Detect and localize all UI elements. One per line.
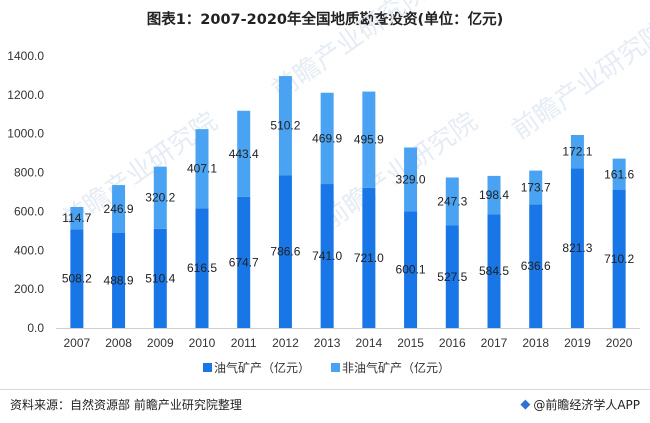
legend-swatch <box>203 363 212 372</box>
bar-segment-oil-gas <box>278 175 292 328</box>
x-tick-label: 2019 <box>564 336 591 350</box>
data-label: 488.9 <box>104 274 134 288</box>
legend-label: 油气矿产（亿元） <box>214 360 310 375</box>
x-tick-label: 2020 <box>606 336 633 350</box>
bar-segment-oil-gas <box>320 184 334 328</box>
bar-segment-oil-gas <box>237 196 251 328</box>
legend: 油气矿产（亿元） 非油气矿产（亿元） <box>203 360 450 375</box>
brand-credit: ◆ @前瞻经济学人APP <box>520 396 640 413</box>
x-tick-label: 2016 <box>439 336 466 350</box>
x-tick-label: 2012 <box>272 336 299 350</box>
x-tick-label: 2008 <box>105 336 132 350</box>
brand-logo-icon: ◆ <box>520 396 531 412</box>
y-tick-label: 1400.0 <box>7 49 44 63</box>
axes: 0.0 200.0 400.0 600.0 800.0 1000.0 1200.0 1400.… <box>7 49 640 350</box>
data-label: 443.4 <box>229 147 259 161</box>
bar-segment-non-oil-gas <box>529 170 543 205</box>
data-label: 674.7 <box>229 255 259 269</box>
brand-text: @前瞻经济学人APP <box>533 398 640 412</box>
data-label: 407.1 <box>187 162 217 176</box>
data-label: 495.9 <box>354 133 384 147</box>
x-tick-label: 2011 <box>231 336 257 350</box>
data-label: 584.5 <box>479 264 509 278</box>
data-label: 721.0 <box>354 251 384 265</box>
bar-segment-oil-gas <box>362 187 376 328</box>
data-label: 636.6 <box>521 259 551 273</box>
bar-segment-oil-gas <box>112 233 126 328</box>
x-tick-label: 2013 <box>314 336 341 350</box>
x-tick-label: 2015 <box>397 336 424 350</box>
data-label: 508.2 <box>62 272 92 286</box>
bar-segment-non-oil-gas <box>445 177 459 226</box>
bar-segment-non-oil-gas <box>153 166 167 229</box>
data-label: 821.3 <box>562 241 592 255</box>
data-label: 616.5 <box>187 261 217 275</box>
data-label: 329.0 <box>396 172 426 186</box>
data-label: 510.2 <box>270 119 300 133</box>
data-label: 710.2 <box>604 252 634 266</box>
y-tick-label: 400.0 <box>14 243 44 257</box>
x-tick-label: 2017 <box>481 336 508 350</box>
bar-segment-oil-gas <box>195 208 209 328</box>
x-tick-label: 2010 <box>189 336 216 350</box>
y-tick-label: 800.0 <box>14 166 44 180</box>
bars <box>70 76 626 328</box>
data-label: 173.7 <box>521 180 551 194</box>
data-label: 161.6 <box>604 167 634 181</box>
bar-segment-non-oil-gas <box>487 175 501 215</box>
bar-segment-oil-gas <box>487 214 501 328</box>
data-label: 246.9 <box>104 202 134 216</box>
footer-divider <box>0 389 650 390</box>
data-label: 198.4 <box>479 188 509 202</box>
bar-segment-non-oil-gas <box>112 185 126 234</box>
x-tick-label: 2018 <box>522 336 549 350</box>
y-tick-label: 1200.0 <box>7 88 44 102</box>
x-tick-label: 2014 <box>356 336 383 350</box>
y-tick-label: 1000.0 <box>7 127 44 141</box>
bar-segment-non-oil-gas <box>278 76 292 176</box>
watermark-text: 前瞻产业研究院 <box>507 17 650 146</box>
data-label: 172.1 <box>562 145 592 159</box>
source-note: 资料来源：自然资源部 前瞻产业研究院整理 <box>10 398 242 412</box>
bar-segment-non-oil-gas <box>195 129 209 209</box>
bar-segment-oil-gas <box>445 225 459 328</box>
y-tick-label: 200.0 <box>14 282 44 296</box>
bar-segment-oil-gas <box>70 229 84 328</box>
data-label: 600.1 <box>396 263 426 277</box>
data-label: 247.3 <box>437 194 467 208</box>
data-label: 469.9 <box>312 131 342 145</box>
bar-segment-non-oil-gas <box>612 158 626 191</box>
data-label: 320.2 <box>145 191 175 205</box>
data-label: 114.7 <box>62 211 91 225</box>
data-label: 510.4 <box>145 271 175 285</box>
bar-segment-oil-gas <box>153 228 167 328</box>
y-tick-label: 0.0 <box>27 321 44 335</box>
bar-segment-non-oil-gas <box>320 92 334 185</box>
bar-segment-non-oil-gas <box>237 110 251 197</box>
data-label: 741.0 <box>312 249 342 263</box>
x-tick-label: 2007 <box>64 336 91 350</box>
data-labels: 508.2 114.7 488.9 246.9 510.4 320.2 616.5 407.1… <box>62 119 635 288</box>
legend-swatch <box>331 363 340 372</box>
bar-segment-non-oil-gas <box>570 134 584 169</box>
bar-segment-oil-gas <box>404 211 418 328</box>
bar-segment-non-oil-gas <box>362 91 376 188</box>
bar-segment-non-oil-gas <box>70 206 84 230</box>
y-tick-label: 600.0 <box>14 204 44 218</box>
data-label: 786.6 <box>270 245 300 259</box>
bar-segment-oil-gas <box>570 168 584 328</box>
data-label: 527.5 <box>437 270 467 284</box>
legend-label: 非油气矿产（亿元） <box>342 360 450 375</box>
x-tick-label: 2009 <box>147 336 174 350</box>
bar-segment-oil-gas <box>612 190 626 328</box>
chart-title: 图表1：2007-2020年全国地质勘查投资(单位：亿元) <box>146 12 504 28</box>
bar-segment-non-oil-gas <box>404 147 418 212</box>
bar-segment-oil-gas <box>529 204 543 328</box>
